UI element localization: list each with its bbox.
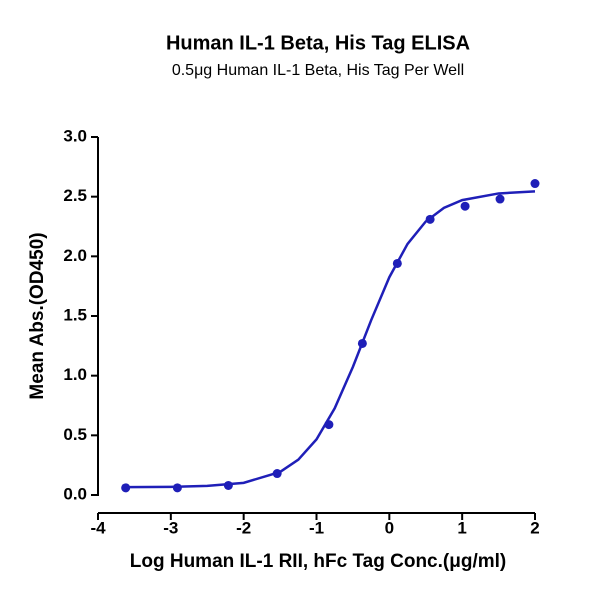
y-tick-label: 2.5 [63, 186, 87, 205]
x-tick-label: -4 [90, 518, 106, 537]
y-tick-label: 3.0 [63, 126, 87, 145]
y-axis-title: Mean Abs.(OD450) [27, 232, 48, 399]
data-point [495, 194, 505, 204]
y-tick-label: 0.5 [63, 425, 87, 444]
y-tick-label: 1.5 [63, 305, 87, 324]
x-tick-label: 2 [530, 518, 539, 537]
chart-title: Human IL-1 Beta, His Tag ELISA [166, 32, 470, 54]
x-tick-label: 0 [385, 518, 394, 537]
x-tick-label: 1 [457, 518, 466, 537]
y-tick-label: 2.0 [63, 246, 87, 265]
x-tick-label: -2 [236, 518, 251, 537]
y-tick-label: 0.0 [63, 484, 87, 503]
fit-curve [125, 190, 536, 489]
x-axis-title: Log Human IL-1 RII, hFc Tag Conc.(μg/ml) [130, 551, 506, 572]
y-tick-label: 1.0 [63, 365, 87, 384]
chart-subtitle: 0.5μg Human IL-1 Beta, His Tag Per Well [172, 62, 464, 79]
data-point [121, 483, 131, 493]
x-tick-label: -3 [163, 518, 178, 537]
data-point [530, 179, 540, 189]
data-point [460, 201, 470, 211]
x-tick-label: -1 [309, 518, 324, 537]
